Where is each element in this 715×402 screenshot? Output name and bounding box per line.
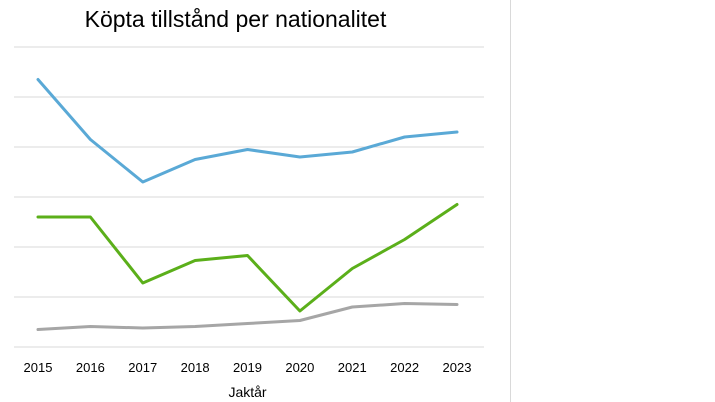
chart-title: Köpta tillstånd per nationalitet xyxy=(84,6,387,32)
x-tick-label: 2018 xyxy=(181,360,210,375)
plot-svg: 2015 2016 2017 2018 2019 2020 2021 2022 2023 Jak… xyxy=(14,46,484,400)
x-tick-label: 2015 xyxy=(24,360,53,375)
x-tick-label: 2020 xyxy=(285,360,314,375)
x-tick-label: 2019 xyxy=(233,360,262,375)
x-tick-label: 2017 xyxy=(128,360,157,375)
series-line-3 xyxy=(36,302,459,331)
x-axis-title: Jaktår xyxy=(228,384,266,400)
x-tick-label: 2021 xyxy=(338,360,367,375)
x-tick-label: 2016 xyxy=(76,360,105,375)
chart-area: Köpta tillstånd per nationalitet 2015 201… xyxy=(14,0,511,402)
series-line-2 xyxy=(36,203,459,313)
gridlines xyxy=(14,46,484,348)
series-lines xyxy=(36,78,459,331)
x-tick-label: 2023 xyxy=(443,360,472,375)
x-tick-label: 2022 xyxy=(390,360,419,375)
series-line-1 xyxy=(36,78,459,184)
x-tick-labels: 2015 2016 2017 2018 2019 2020 2021 2022 2023 xyxy=(24,360,472,375)
